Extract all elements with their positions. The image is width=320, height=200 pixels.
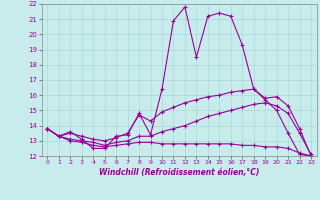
X-axis label: Windchill (Refroidissement éolien,°C): Windchill (Refroidissement éolien,°C)	[99, 168, 260, 177]
